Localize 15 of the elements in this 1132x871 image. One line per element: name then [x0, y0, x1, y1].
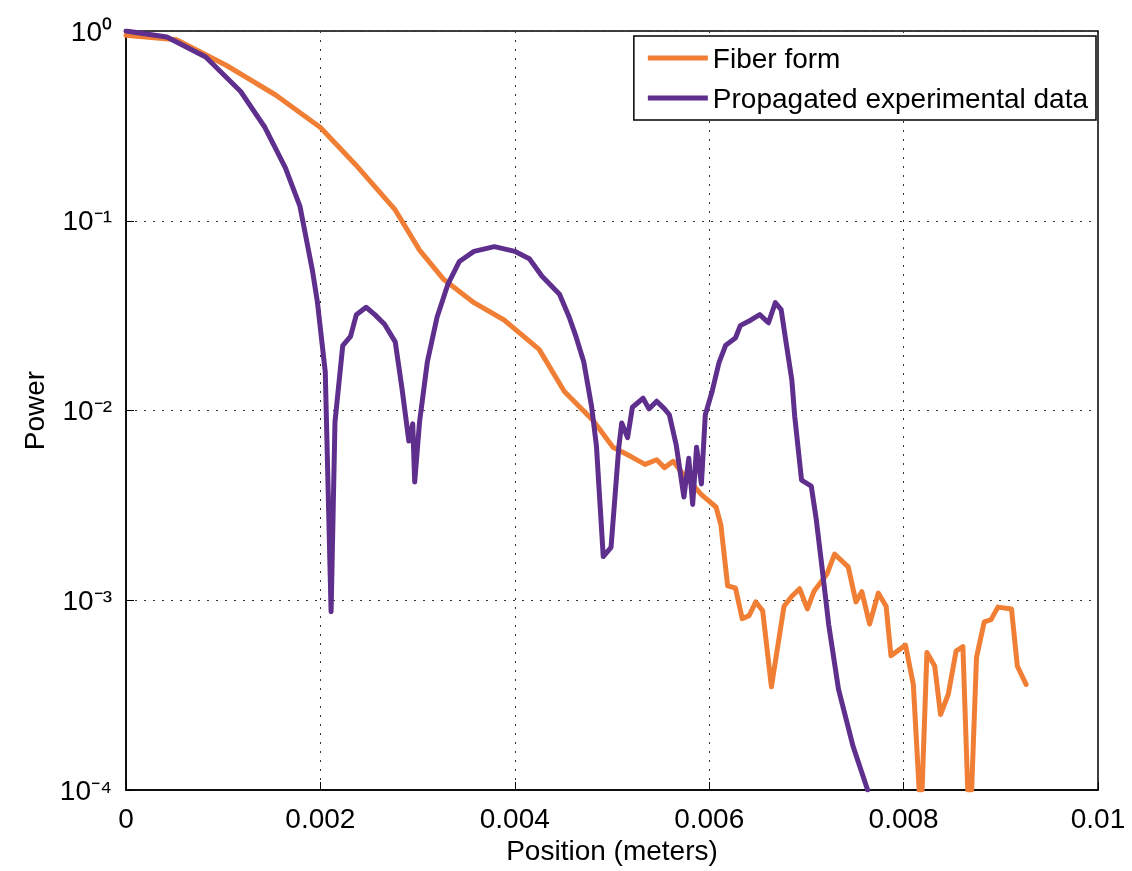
x-tick-label: 0.01 — [1070, 802, 1126, 834]
legend-label: Propagated experimental data — [712, 82, 1089, 114]
y-tick-label: 10⁻⁴ — [59, 774, 112, 806]
x-axis-title: Position (meters) — [506, 835, 718, 867]
x-tick-label: 0 — [118, 802, 134, 834]
y-tick-label: 10⁻² — [62, 395, 112, 426]
x-tick-label: 0.006 — [674, 802, 745, 834]
legend-label: Fiber form — [712, 42, 841, 74]
y-tick-label: 10⁰ — [70, 15, 112, 47]
y-tick-label: 10⁻¹ — [62, 205, 112, 237]
x-tick-label: 0.002 — [285, 802, 356, 834]
x-tick-label: 0.004 — [479, 802, 550, 834]
y-tick-label: 10⁻³ — [62, 584, 112, 616]
x-tick-label: 0.008 — [868, 802, 939, 834]
y-axis-title: Power — [19, 370, 51, 451]
